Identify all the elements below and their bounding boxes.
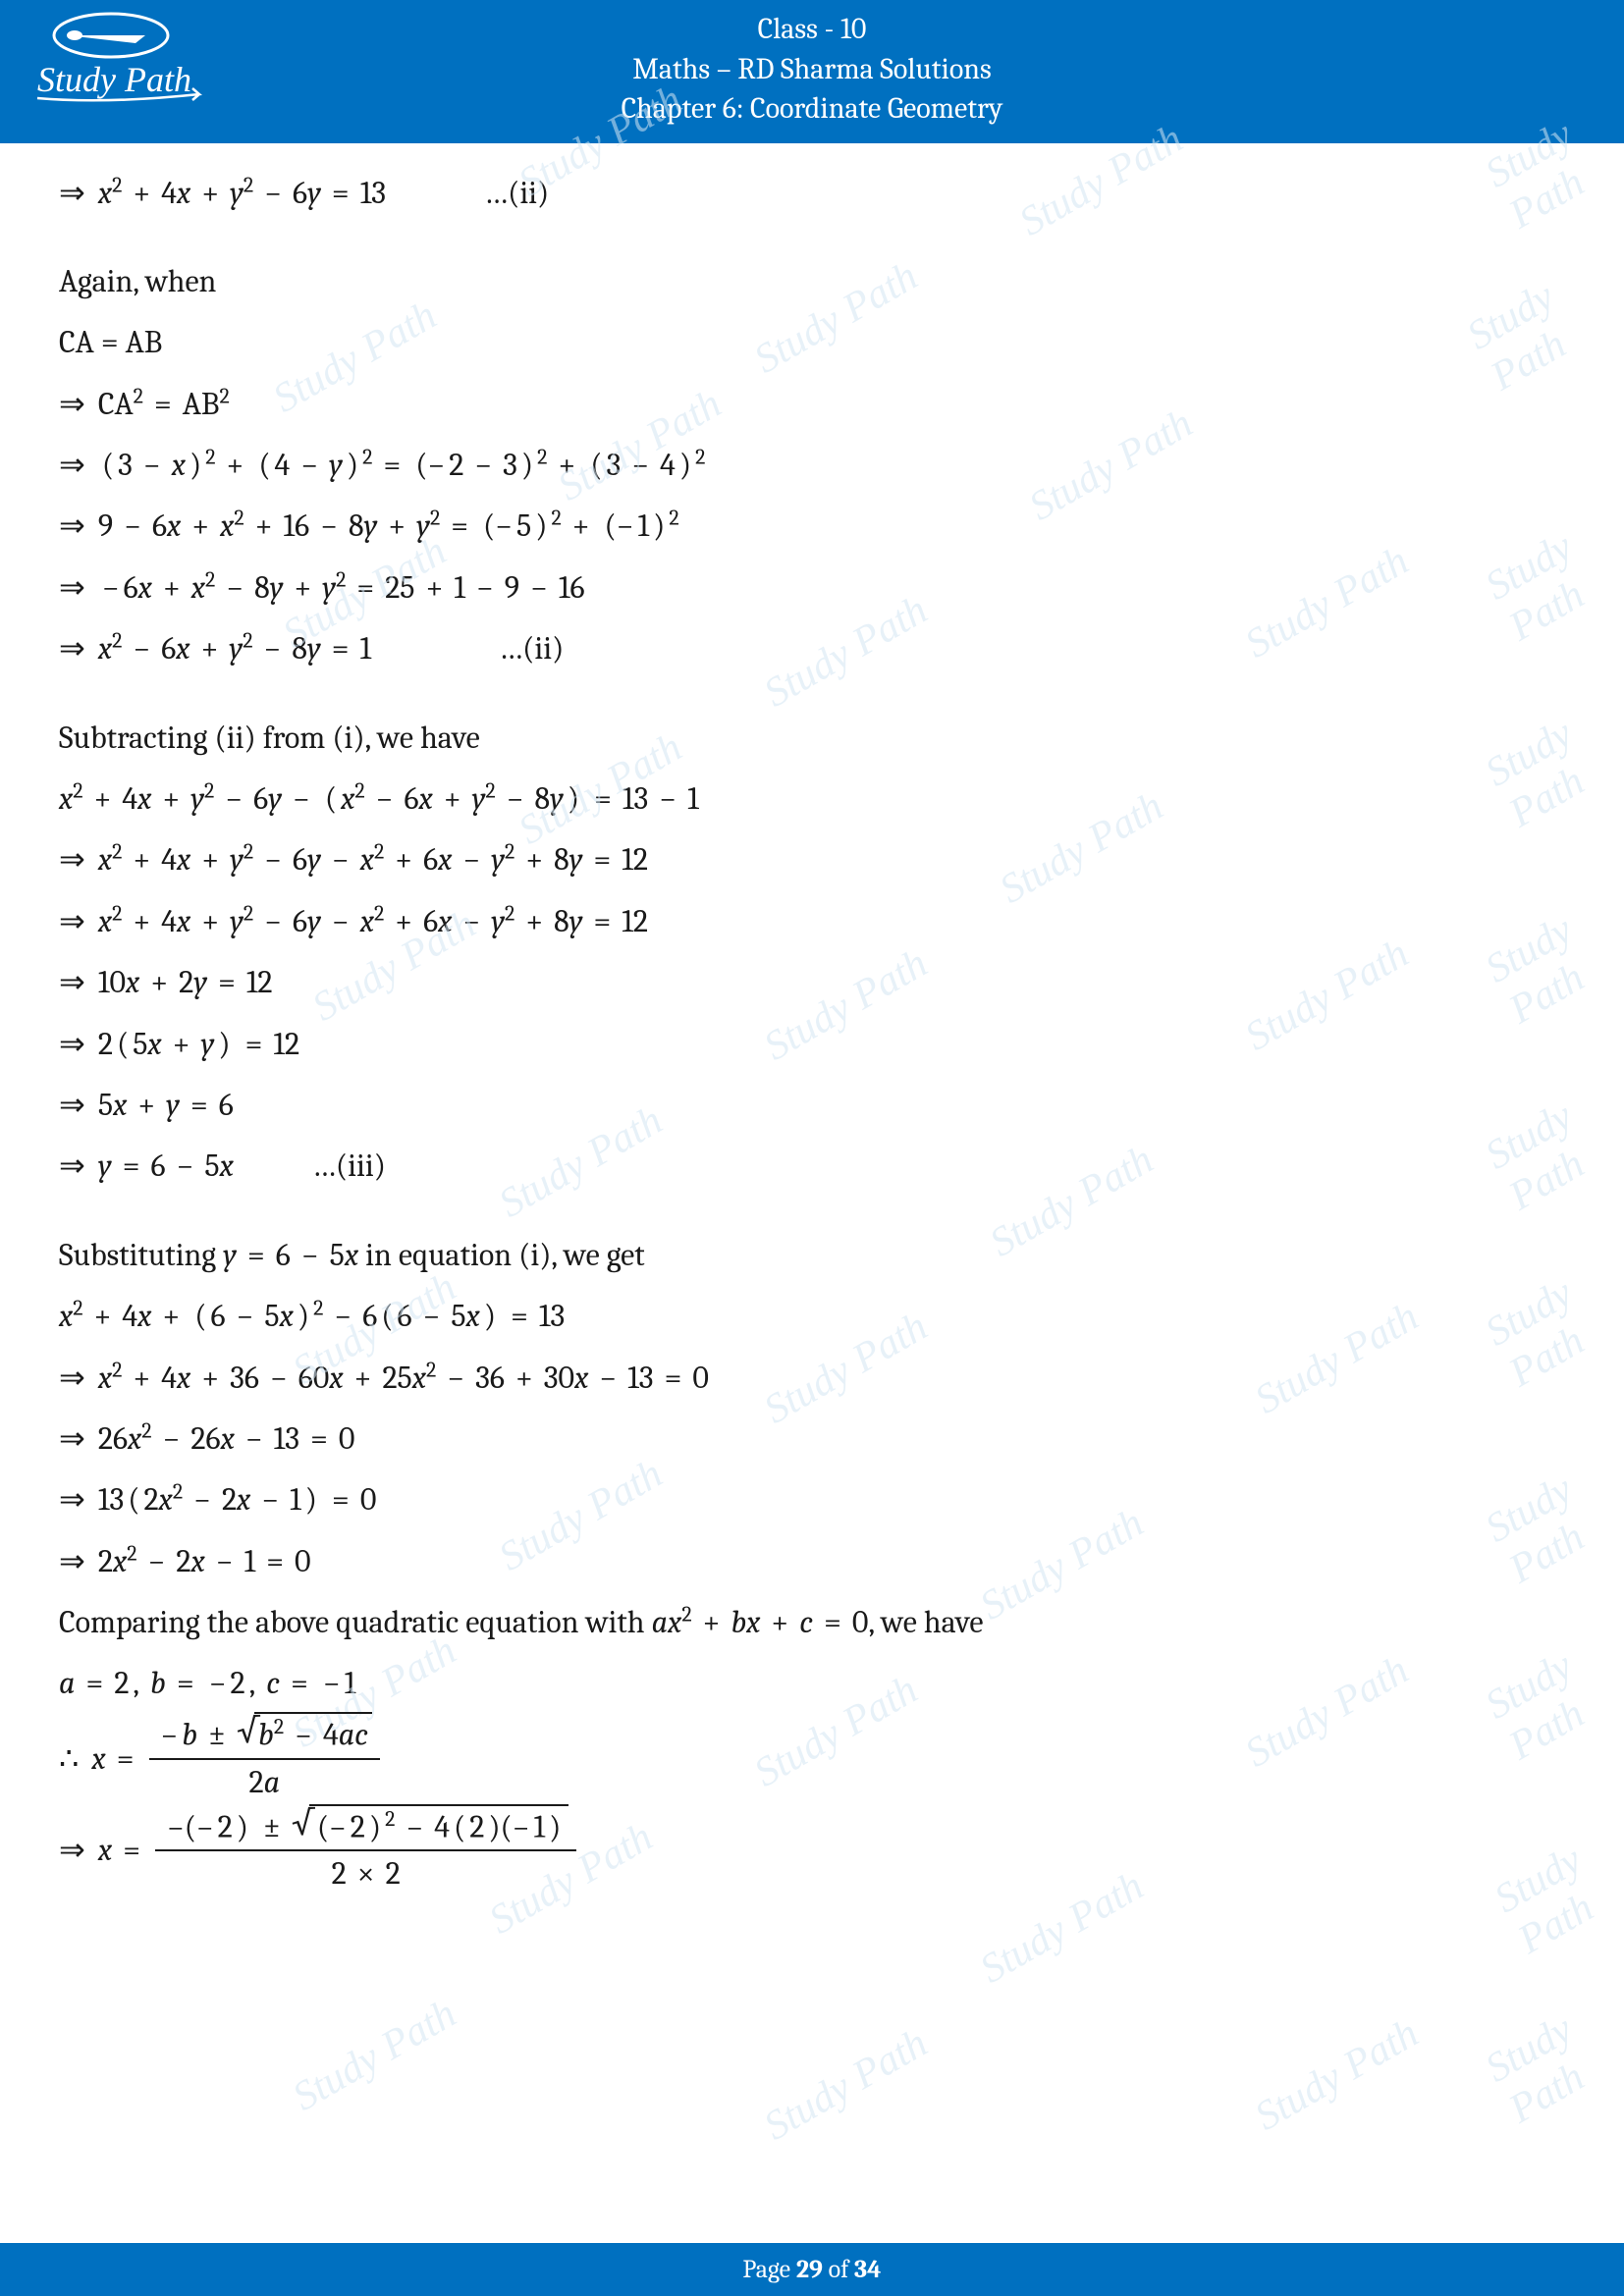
text-line: Again, when xyxy=(59,251,1565,312)
equation-line: ⇒ 26x2 − 26x − 13 = 0 xyxy=(59,1409,1565,1469)
equation-line: ⇒ 5x + y = 6 xyxy=(59,1075,1565,1136)
header-class: Class - 10 xyxy=(0,10,1624,50)
equation-line: ⇒ 2(5x + y) = 12 xyxy=(59,1014,1565,1075)
equation-line: ⇒ 2x2 − 2x − 1 = 0 xyxy=(59,1531,1565,1592)
text-line: Comparing the above quadratic equation w… xyxy=(59,1592,1565,1653)
logo: Study Path xyxy=(27,8,224,106)
equation-line: ⇒ −6x + x2 − 8y + y2 = 25 + 1 − 9 − 16 xyxy=(59,558,1565,618)
equation-line: ⇒ x2 − 6x + y2 − 8y = 1…(ii) xyxy=(59,618,1565,679)
page-content: ⇒ x2 + 4x + y2 − 6y = 13…(ii) Again, whe… xyxy=(0,143,1624,1898)
equation-line: x2 + 4x + (6 − 5x)2 − 6(6 − 5x) = 13 xyxy=(59,1286,1565,1347)
equation-line: a = 2, b = −2, c = −1 xyxy=(59,1653,1565,1714)
svg-text:Study Path: Study Path xyxy=(37,60,191,99)
equation-line: ∴ x = −b ± b2 − 4ac 2a xyxy=(59,1715,1565,1806)
footer-total: 34 xyxy=(854,2255,882,2284)
equation-line: ⇒ (3 − x)2 + (4 − y)2 = (−2 − 3)2 + (3 −… xyxy=(59,435,1565,496)
equation-line: ⇒ 9 − 6x + x2 + 16 − 8y + y2 = (−5)2 + (… xyxy=(59,496,1565,557)
equation-line: ⇒ x2 + 4x + 36 − 60x + 25x2 − 36 + 30x −… xyxy=(59,1348,1565,1409)
equation-line: ⇒ x2 + 4x + y2 − 6y = 13…(ii) xyxy=(59,163,1565,224)
watermark-text: Study Path xyxy=(1478,1986,1624,2133)
equation-line: ⇒ y = 6 − 5x…(iii) xyxy=(59,1136,1565,1197)
equation-line: ⇒ x = −(−2) ± (−2)2 − 4(2)(−1) 2 × 2 xyxy=(59,1806,1565,1897)
watermark-text: Study Path xyxy=(1247,2009,1427,2140)
equation-line: ⇒ 13(2x2 − 2x − 1) = 0 xyxy=(59,1469,1565,1530)
equation-line: x2 + 4x + y2 − 6y − (x2 − 6x + y2 − 8y) … xyxy=(59,769,1565,829)
watermark-text: Study Path xyxy=(285,1990,464,2120)
text-line: CA = AB xyxy=(59,312,1565,373)
footer-current: 29 xyxy=(796,2255,823,2284)
equation-line: ⇒ x2 + 4x + y2 − 6y − x2 + 6x − y2 + 8y … xyxy=(59,891,1565,952)
equation-line: ⇒ x2 + 4x + y2 − 6y − x2 + 6x − y2 + 8y … xyxy=(59,829,1565,890)
page-footer: Page 29 of 34 xyxy=(0,2243,1624,2296)
page-header: Study Path Class - 10 Maths – RD Sharma … xyxy=(0,0,1624,143)
header-subject: Maths – RD Sharma Solutions xyxy=(0,50,1624,90)
header-chapter: Chapter 6: Coordinate Geometry xyxy=(0,89,1624,130)
watermark-text: Study Path xyxy=(756,2019,936,2150)
text-line: Subtracting (ii) from (i), we have xyxy=(59,708,1565,769)
footer-mid: of xyxy=(823,2255,854,2284)
footer-prefix: Page xyxy=(742,2255,795,2284)
equation-line: ⇒ CA2 = AB2 xyxy=(59,374,1565,435)
equation-line: ⇒ 10x + 2y = 12 xyxy=(59,952,1565,1013)
text-line: Substituting y = 6 − 5x in equation (i),… xyxy=(59,1225,1565,1286)
